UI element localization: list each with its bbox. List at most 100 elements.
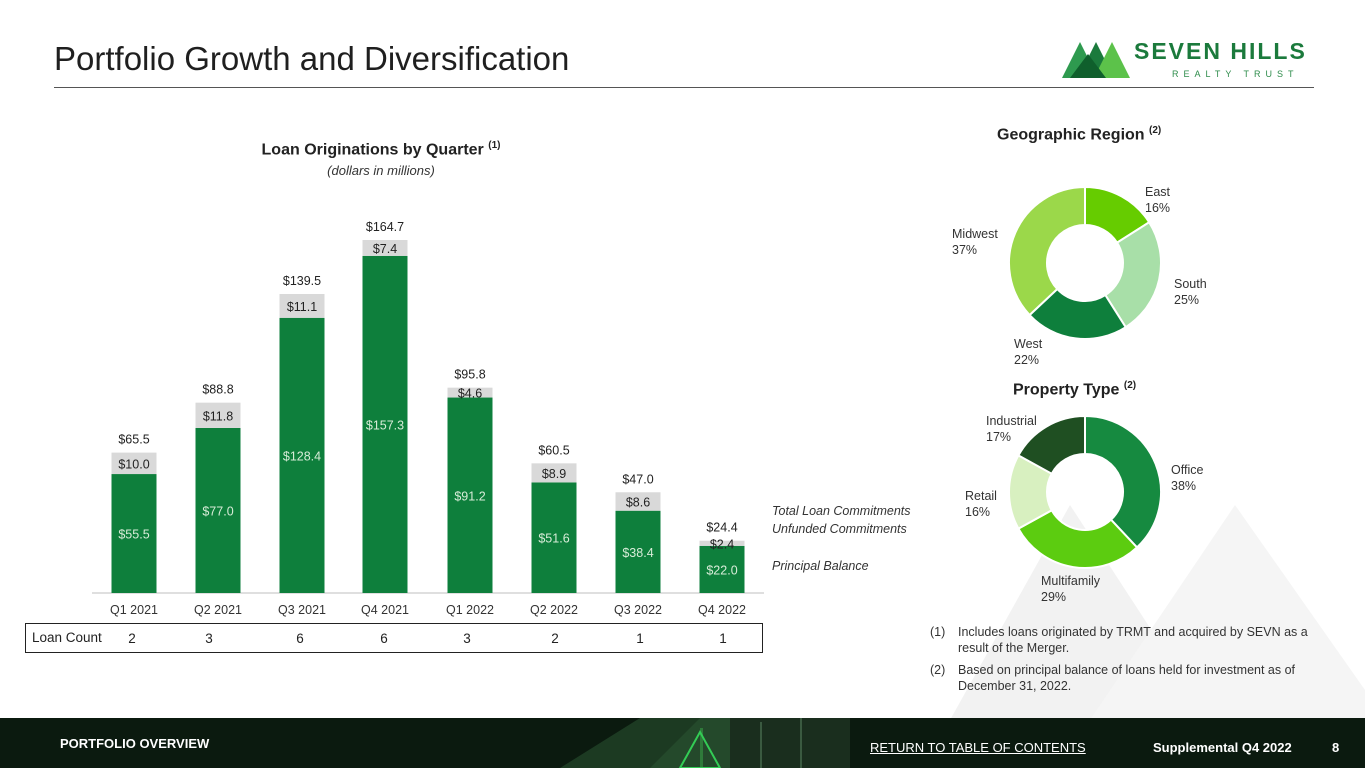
geo-west-name: West <box>1014 337 1043 351</box>
footer-bar: PORTFOLIO OVERVIEW RETURN TO TABLE OF CO… <box>0 718 1365 768</box>
unfunded-data-label: $7.4 <box>373 242 397 256</box>
prop-retail-name: Retail <box>965 489 997 503</box>
total-data-label: $24.4 <box>706 521 737 535</box>
prop-retail-value: 16% <box>965 505 991 519</box>
background-mountains-decoration <box>950 505 1365 720</box>
return-to-contents-link[interactable]: RETURN TO TABLE OF CONTENTS <box>870 740 1086 755</box>
bar-unfunded-commitments <box>531 463 577 483</box>
bar-unfunded-commitments <box>111 452 157 475</box>
geo-east-name: East <box>1145 185 1171 199</box>
logo-name: SEVEN HILLS <box>1134 38 1307 64</box>
prop-multifamily-value: 29% <box>1041 590 1067 604</box>
x-tick-label: Q1 2021 <box>110 603 158 617</box>
bar-chart-subtitle: (dollars in millions) <box>327 163 435 178</box>
prop-label-office: Office 38% <box>1171 462 1203 494</box>
loan-count-q3-2022: 1 <box>636 631 644 646</box>
prop-label-retail: Retail 16% <box>965 488 997 520</box>
footnote-2-text: Based on principal balance of loans held… <box>958 663 1296 693</box>
donut-slice-multifamily <box>1017 508 1139 569</box>
total-data-label: $139.5 <box>283 274 321 288</box>
logo-subtitle: REALTY TRUST <box>1172 69 1299 79</box>
bar-chart-title: Loan Originations by Quarter (1) <box>236 140 526 159</box>
principal-data-label: $91.2 <box>454 489 485 503</box>
legend-principal-balance: Principal Balance <box>772 559 869 573</box>
total-data-label: $88.8 <box>202 383 233 397</box>
unfunded-data-label: $2.4 <box>710 537 734 551</box>
bar-principal-balance <box>195 427 241 593</box>
geo-east-value: 16% <box>1145 201 1171 215</box>
x-tick-label: Q1 2022 <box>446 603 494 617</box>
bar-principal-balance <box>111 474 157 593</box>
total-data-label: $65.5 <box>118 433 149 447</box>
property-type-donut <box>1008 414 1162 569</box>
page-title: Portfolio Growth and Diversification <box>54 40 570 77</box>
bar-unfunded-commitments <box>362 240 408 256</box>
prop-label-multifamily: Multifamily 29% <box>1041 573 1100 605</box>
footnote-2-number: (2) <box>930 663 946 677</box>
loan-count-label: Loan Count <box>32 630 102 645</box>
bar-principal-balance <box>615 510 661 593</box>
loan-count-q4-2021: 6 <box>380 631 388 646</box>
bar-principal-balance <box>447 397 493 593</box>
geo-label-east: East 16% <box>1145 184 1170 216</box>
x-tick-label: Q3 2022 <box>614 603 662 617</box>
geo-label-west: West 22% <box>1014 336 1042 368</box>
geo-midwest-value: 37% <box>952 243 978 257</box>
bar-unfunded-commitments <box>447 387 493 398</box>
geo-label-midwest: Midwest 37% <box>952 226 998 258</box>
footer-background-graphic <box>0 718 1365 768</box>
principal-data-label: $51.6 <box>538 532 569 546</box>
loan-count-q2-2022: 2 <box>551 631 559 646</box>
title-divider <box>54 87 1314 88</box>
loan-originations-bar-chart: $55.5 $10.0 $65.5 Q1 2021 $77.0 $11.8 $88.8 Q2 … <box>92 220 764 617</box>
principal-data-label: $55.5 <box>118 528 149 542</box>
donut-slice-industrial <box>1017 414 1086 476</box>
prop-label-industrial: Industrial 17% <box>986 413 1037 445</box>
x-tick-label: Q2 2021 <box>194 603 242 617</box>
prop-office-name: Office <box>1171 463 1204 477</box>
bar-principal-balance <box>531 482 577 593</box>
bar-principal-balance <box>362 255 408 593</box>
footnote-1-number: (1) <box>930 625 946 639</box>
total-data-label: $60.5 <box>538 443 569 457</box>
geographic-footnote: (2) <box>1149 125 1162 136</box>
x-tick-label: Q4 2022 <box>698 603 746 617</box>
bar-unfunded-commitments <box>279 294 325 318</box>
footer-page-number: 8 <box>1332 740 1340 755</box>
geo-south-name: South <box>1174 277 1207 291</box>
principal-data-label: $38.4 <box>622 546 653 560</box>
principal-data-label: $157.3 <box>366 418 404 432</box>
geographic-region-title: Geographic Region (2) <box>997 125 1161 144</box>
unfunded-data-label: $10.0 <box>118 457 149 471</box>
bar-unfunded-commitments <box>699 540 745 546</box>
unfunded-data-label: $8.6 <box>626 495 650 509</box>
prop-office-value: 38% <box>1171 479 1197 493</box>
unfunded-data-label: $11.1 <box>287 300 317 314</box>
loan-count-q4-2022: 1 <box>719 631 727 646</box>
geo-label-south: South 25% <box>1174 276 1207 308</box>
prop-industrial-name: Industrial <box>986 414 1037 428</box>
bar-chart-title-text: Loan Originations by Quarter <box>261 141 484 159</box>
x-tick-label: Q4 2021 <box>361 603 409 617</box>
loan-count-q1-2022: 3 <box>463 631 471 646</box>
bar-unfunded-commitments <box>615 492 661 511</box>
loan-count-q3-2021: 6 <box>296 631 304 646</box>
total-data-label: $164.7 <box>366 220 404 234</box>
bar-principal-balance <box>699 545 745 593</box>
footer-supplemental-label: Supplemental Q4 2022 <box>1153 740 1292 755</box>
unfunded-data-label: $8.9 <box>542 467 566 481</box>
property-footnote: (2) <box>1123 380 1137 391</box>
donut-slice-south <box>1103 220 1162 329</box>
x-tick-label: Q3 2021 <box>278 603 326 617</box>
loan-count-q1-2021: 2 <box>128 631 136 646</box>
prop-multifamily-name: Multifamily <box>1041 574 1101 588</box>
geographic-region-donut <box>1008 185 1162 340</box>
total-data-label: $95.8 <box>454 368 485 382</box>
principal-data-label: $77.0 <box>202 504 233 518</box>
loan-count-q2-2021: 3 <box>205 631 213 646</box>
bar-principal-balance <box>279 317 325 593</box>
geographic-title-text: Geographic Region <box>997 126 1145 144</box>
property-title-text: Property Type <box>1013 381 1120 399</box>
geo-midwest-name: Midwest <box>952 227 998 241</box>
mountain-logo-icon <box>1062 42 1130 78</box>
